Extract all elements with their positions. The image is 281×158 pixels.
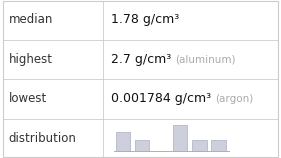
Bar	[116, 132, 130, 151]
Text: 1.78 g/cm³: 1.78 g/cm³	[111, 13, 179, 26]
Text: 2.7 g/cm³: 2.7 g/cm³	[111, 53, 171, 66]
Bar	[211, 140, 226, 151]
Bar	[173, 125, 187, 151]
Text: 0.001784 g/cm³: 0.001784 g/cm³	[111, 92, 211, 105]
Bar	[135, 140, 149, 151]
Text: distribution: distribution	[8, 132, 76, 145]
Bar	[192, 140, 207, 151]
Text: lowest: lowest	[8, 92, 47, 105]
Text: highest: highest	[8, 53, 53, 66]
Text: (aluminum): (aluminum)	[175, 54, 236, 64]
Text: (argon): (argon)	[215, 94, 253, 104]
Text: median: median	[8, 13, 53, 26]
